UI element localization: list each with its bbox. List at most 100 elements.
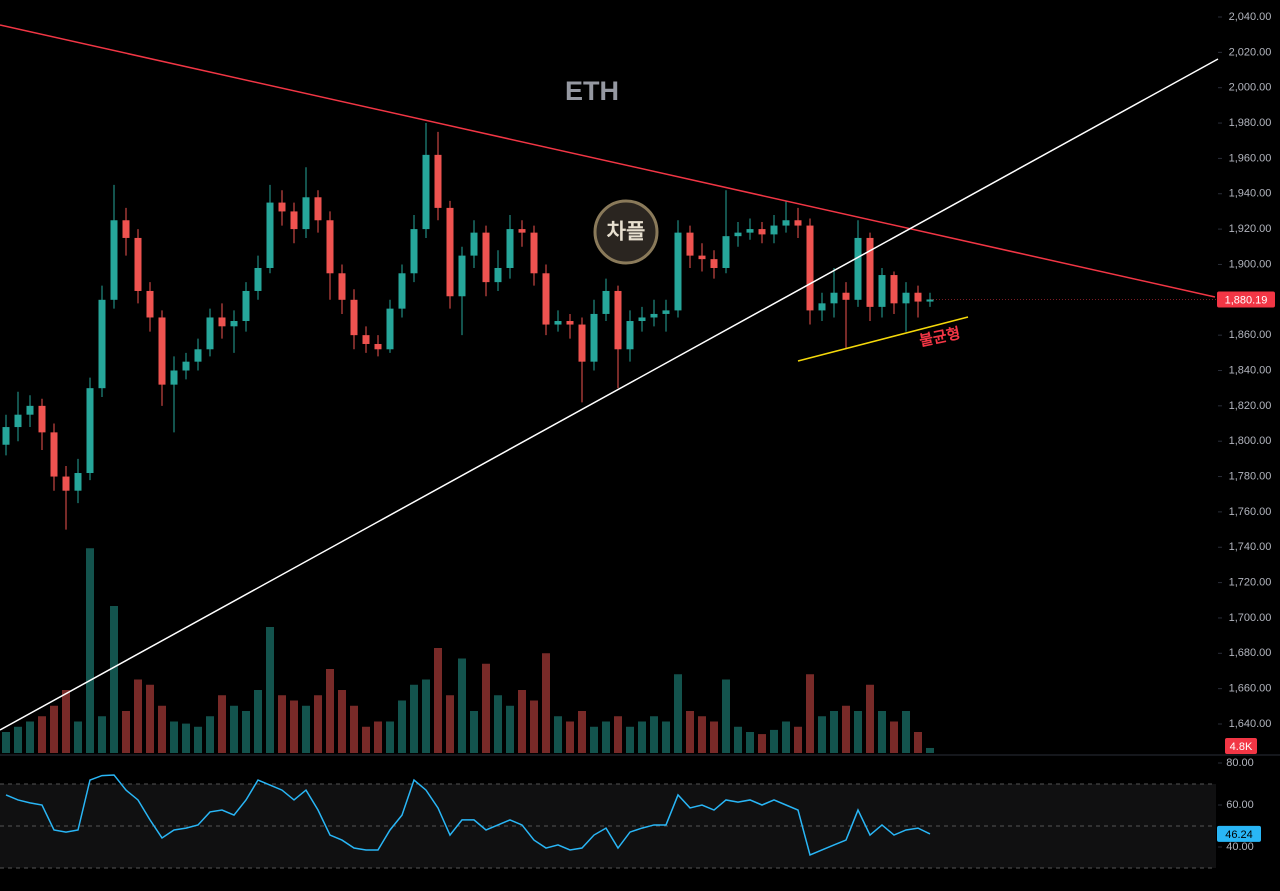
volume-bar <box>542 653 550 753</box>
candle-body <box>578 324 586 362</box>
rsi-last-label: 46.24 <box>1225 829 1253 841</box>
volume-bar <box>422 679 430 753</box>
imbalance-line <box>797 316 969 362</box>
volume-bar <box>746 732 754 753</box>
volume-bar <box>110 606 118 753</box>
volume-bar <box>518 690 526 753</box>
candle-body <box>914 292 922 302</box>
candle-body <box>698 255 706 260</box>
watermark-logo: 차플 <box>593 199 659 265</box>
volume-bar <box>74 721 82 753</box>
marks <box>0 16 1222 869</box>
volume-bar <box>602 721 610 753</box>
volume-bar <box>14 726 22 753</box>
candle-body <box>734 232 742 237</box>
volume-bar <box>722 679 730 753</box>
candle-body <box>434 154 442 208</box>
volume-bar <box>26 721 34 753</box>
y-tick-label: 1,760.00 <box>1229 506 1272 518</box>
rsi-last-box <box>1217 825 1261 842</box>
volume-bar <box>458 658 466 753</box>
candle-body <box>458 255 466 297</box>
volume-bar <box>758 734 766 753</box>
y-tick-label: 1,940.00 <box>1229 188 1272 200</box>
candle-body <box>854 237 862 300</box>
y-tick-label: 1,780.00 <box>1229 470 1272 482</box>
volume-bar <box>158 705 166 753</box>
candle-body <box>770 225 778 235</box>
candle-body <box>398 273 406 309</box>
volume-bar <box>902 711 910 753</box>
candle-body <box>746 229 754 233</box>
candle-body <box>674 232 682 311</box>
candle-body <box>410 229 418 274</box>
rsi-tick-label: 60.00 <box>1226 799 1254 811</box>
volume-bar <box>350 705 358 753</box>
volume-bar <box>830 711 838 753</box>
volume-bar <box>578 711 586 753</box>
volume-bar <box>278 695 286 753</box>
volume-bar <box>86 548 94 753</box>
candle-body <box>110 220 118 300</box>
y-tick-label: 1,800.00 <box>1229 435 1272 447</box>
volume-bar <box>794 726 802 753</box>
candle-body <box>470 232 478 256</box>
candle-body <box>74 473 82 491</box>
candle-body <box>290 211 298 230</box>
volume-bar <box>398 700 406 753</box>
candle-body <box>122 220 130 238</box>
candle-body <box>194 349 202 362</box>
candle-body <box>530 232 538 274</box>
volume-bar <box>734 726 742 753</box>
volume-bar <box>386 721 394 753</box>
y-tick-label: 1,640.00 <box>1229 718 1272 730</box>
y-tick-label: 1,740.00 <box>1229 541 1272 553</box>
volume-bar <box>818 716 826 753</box>
candle-body <box>614 290 622 350</box>
candle-body <box>86 388 94 474</box>
volume-bar <box>494 695 502 753</box>
candle-body <box>542 273 550 325</box>
volume-bar <box>230 705 238 753</box>
candle-body <box>794 220 802 226</box>
candle-body <box>146 290 154 318</box>
candle-body <box>98 299 106 389</box>
y-tick-label: 1,700.00 <box>1229 612 1272 624</box>
volume-bar <box>770 729 778 753</box>
y-tick-label: 1,820.00 <box>1229 400 1272 412</box>
watermark: 차플 <box>607 221 646 244</box>
volume-bar <box>182 723 190 753</box>
candle-body <box>26 405 34 415</box>
volume-bar <box>614 716 622 753</box>
candle-body <box>830 292 838 304</box>
volume-bar <box>530 700 538 753</box>
volume-bar <box>266 627 274 753</box>
y-tick-label: 2,040.00 <box>1229 11 1272 23</box>
volume-bar <box>206 716 214 753</box>
volume-bar <box>446 695 454 753</box>
candle-body <box>170 370 178 385</box>
y-tick-label: 1,660.00 <box>1229 683 1272 695</box>
candle-body <box>446 207 454 297</box>
volume-bar <box>590 726 598 753</box>
volume-bar <box>866 684 874 753</box>
y-tick-label: 2,000.00 <box>1229 82 1272 94</box>
volume-bar <box>170 721 178 753</box>
candle-body <box>254 267 262 291</box>
candle-body <box>758 229 766 235</box>
candle-body <box>494 267 502 283</box>
candle-body <box>482 232 490 283</box>
y-tick-label: 1,960.00 <box>1229 152 1272 164</box>
volume-bar <box>362 726 370 753</box>
y-tick-label: 1,860.00 <box>1229 329 1272 341</box>
y-tick-label: 1,840.00 <box>1229 364 1272 376</box>
volume-bar <box>38 716 46 753</box>
volume-bar <box>122 711 130 753</box>
y-tick-label: 1,980.00 <box>1229 117 1272 129</box>
volume-bar <box>290 700 298 753</box>
candle-body <box>722 236 730 268</box>
volume-bar <box>338 690 346 753</box>
candle-body <box>506 229 514 268</box>
candle-body <box>590 313 598 362</box>
volume-bar <box>710 721 718 753</box>
